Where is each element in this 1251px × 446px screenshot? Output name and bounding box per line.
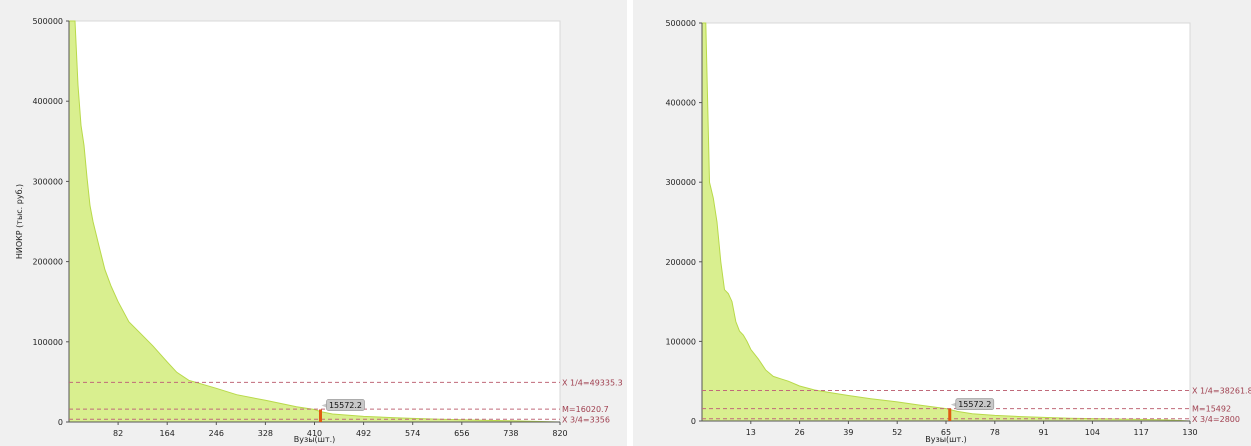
- right-chart: 0 100000 200000 300000 400000 500000 13 26 39 52 6…: [665, 19, 1251, 444]
- y-tick-label: 0: [691, 417, 696, 426]
- value-callout: [955, 398, 995, 410]
- x-tick-label: 82: [113, 429, 123, 438]
- value-callout: [326, 399, 365, 411]
- y-tick-label: 500000: [32, 17, 63, 26]
- quartile_1-label: X 1/4=49335.3: [562, 378, 623, 387]
- x-tick-label: 78: [990, 428, 1000, 437]
- x-tick-label: 656: [454, 429, 469, 438]
- quartile_1-label: X 1/4=38261.8: [1192, 387, 1251, 396]
- x-tick-label: 117: [1134, 428, 1149, 437]
- value-callout-label: 15572.2: [329, 401, 362, 410]
- x-tick-label: 13: [746, 428, 756, 437]
- y-tick-label: 0: [58, 418, 63, 427]
- y-tick-label: 400000: [32, 97, 63, 106]
- y-tick-label: 500000: [665, 19, 696, 28]
- left-chart: 0 100000 200000 300000 400000 500000 82 164 246 3…: [15, 17, 623, 444]
- y-tick-label: 300000: [32, 177, 63, 186]
- y-tick-label: 300000: [665, 178, 696, 187]
- value-callout-pointer: [950, 402, 956, 407]
- x-axis-label: Вузы(шт.): [294, 435, 336, 444]
- quartile_3-label: X 3/4=3356: [562, 415, 610, 424]
- x-tick-label: 492: [356, 429, 371, 438]
- x-tick-label: 328: [258, 429, 273, 438]
- y-tick-label: 100000: [32, 338, 63, 347]
- x-tick-label: 246: [209, 429, 224, 438]
- plot-area: [701, 22, 1191, 422]
- x-tick-label: 130: [1182, 428, 1197, 437]
- x-axis-label: Вузы(шт.): [925, 435, 967, 444]
- value-callout-label: 15572.2: [958, 400, 991, 409]
- x-tick-label: 65: [941, 428, 951, 437]
- median-label: M=16020.7: [562, 405, 609, 414]
- x-tick-label: 820: [552, 429, 567, 438]
- x-tick-label: 738: [503, 429, 518, 438]
- quartile_3-label: X 3/4=2800: [1192, 415, 1240, 424]
- left-chart-panel: 0 100000 200000 300000 400000 500000 82 164 246 3…: [0, 0, 627, 446]
- x-tick-label: 574: [405, 429, 420, 438]
- x-tick-label: 164: [160, 429, 175, 438]
- y-axis-label: НИОКР (тыс. руб.): [15, 184, 24, 259]
- x-tick-label: 91: [1039, 428, 1049, 437]
- x-tick-label: 39: [843, 428, 853, 437]
- x-tick-label: 104: [1085, 428, 1100, 437]
- y-tick-label: 100000: [665, 337, 696, 346]
- y-tick-label: 400000: [665, 99, 696, 108]
- median-label: M=15492: [1192, 405, 1231, 414]
- y-tick-label: 200000: [665, 258, 696, 267]
- x-tick-label: 52: [892, 428, 902, 437]
- right-chart-panel: 0 100000 200000 300000 400000 500000 13 26 39 52 6…: [633, 0, 1251, 446]
- x-tick-label: 410: [307, 429, 322, 438]
- value-callout-pointer: [321, 403, 327, 408]
- panel-divider: [627, 0, 633, 446]
- y-tick-label: 200000: [32, 258, 63, 267]
- x-tick-label: 26: [795, 428, 805, 437]
